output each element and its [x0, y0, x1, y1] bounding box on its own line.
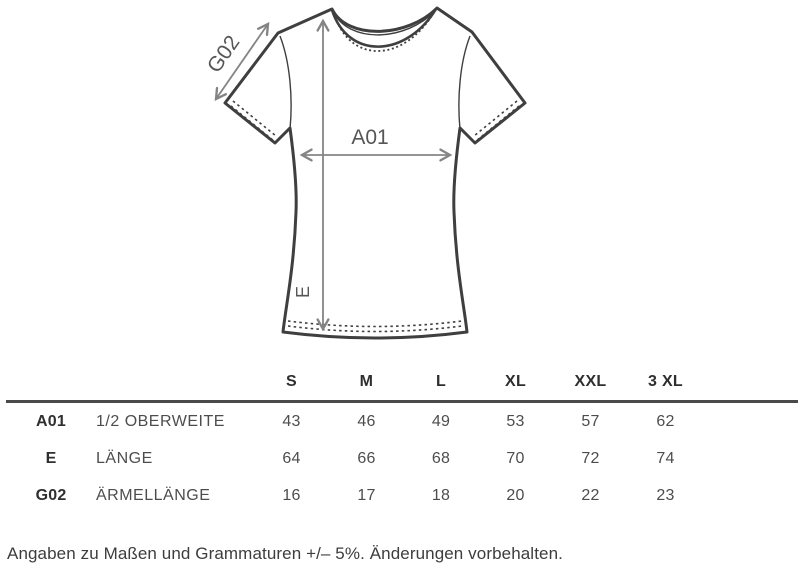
measure-value: 74 — [656, 449, 675, 467]
row-end-spacer — [703, 402, 798, 441]
measure-value: 20 — [506, 486, 525, 504]
measure-value: 66 — [357, 449, 376, 467]
left-armhole-seam — [279, 35, 292, 130]
size-header-row: S M L XL XXL 3 XL — [6, 365, 798, 403]
measure-value: 70 — [506, 449, 525, 467]
sleeve-measure-label: G02 — [203, 31, 245, 77]
collar-zigzag-stitch — [334, 13, 434, 52]
tshirt-measurement-diagram: G02 A01 E — [203, 6, 527, 340]
left-sleeve-stitch — [230, 105, 275, 142]
size-header-l: L — [404, 365, 478, 403]
size-header-s: S — [254, 365, 329, 403]
measure-code: E — [45, 449, 57, 467]
disclaimer-note: Angaben zu Maßen und Grammaturen +/– 5%.… — [7, 544, 563, 563]
hem-stitch — [287, 325, 463, 333]
chest-measure-label: A01 — [351, 126, 388, 149]
size-table: S M L XL XXL 3 XL A01 1/2 OBERWEITE 43 4… — [6, 365, 798, 514]
measure-code: A01 — [36, 412, 66, 430]
size-header-xl: XL — [478, 365, 553, 403]
row-end-spacer — [703, 477, 798, 514]
measure-value: 49 — [431, 412, 451, 430]
right-sleeve-stitch — [473, 100, 518, 137]
measure-label: 1/2 OBERWEITE — [96, 412, 225, 430]
row-end-spacer — [703, 440, 798, 477]
measure-value: 64 — [282, 449, 301, 467]
table-row-length: E LÄNGE 64 66 68 70 72 74 — [6, 440, 798, 477]
table-row-sleeve: G02 ÄRMELLÄNGE 16 17 18 20 22 23 — [6, 477, 798, 514]
right-sleeve-stitch — [475, 105, 520, 142]
measure-label: ÄRMELLÄNGE — [96, 486, 211, 504]
size-header-m: M — [329, 365, 404, 403]
size-header-xxl: XXL — [553, 365, 628, 403]
header-label-spacer — [96, 365, 254, 403]
collar-seam-line — [332, 9, 437, 36]
measure-value: 16 — [282, 486, 301, 504]
length-measure-label: E — [293, 286, 313, 298]
measure-value: 43 — [282, 412, 301, 430]
measure-value: 23 — [656, 486, 675, 504]
measure-value: 72 — [581, 449, 600, 467]
measure-value: 46 — [357, 412, 376, 430]
left-sleeve-stitch — [232, 100, 277, 137]
hem-stitch — [287, 320, 463, 328]
size-header-3xl: 3 XL — [628, 365, 703, 403]
measure-label: LÄNGE — [96, 449, 153, 467]
right-armhole-seam — [458, 35, 471, 130]
measure-value: 62 — [656, 412, 675, 430]
measure-value: 17 — [357, 486, 376, 504]
measure-value: 18 — [431, 486, 451, 504]
measure-value: 57 — [581, 412, 600, 430]
header-end-spacer — [703, 365, 798, 403]
measure-value: 22 — [581, 486, 600, 504]
sleeve-length-arrow — [214, 22, 270, 101]
header-code-spacer — [6, 365, 96, 403]
tshirt-outline — [223, 6, 527, 340]
measure-value: 68 — [431, 449, 451, 467]
measure-code: G02 — [35, 486, 67, 504]
table-row-chest: A01 1/2 OBERWEITE 43 46 49 53 57 62 — [6, 402, 798, 441]
measure-value: 53 — [506, 412, 525, 430]
